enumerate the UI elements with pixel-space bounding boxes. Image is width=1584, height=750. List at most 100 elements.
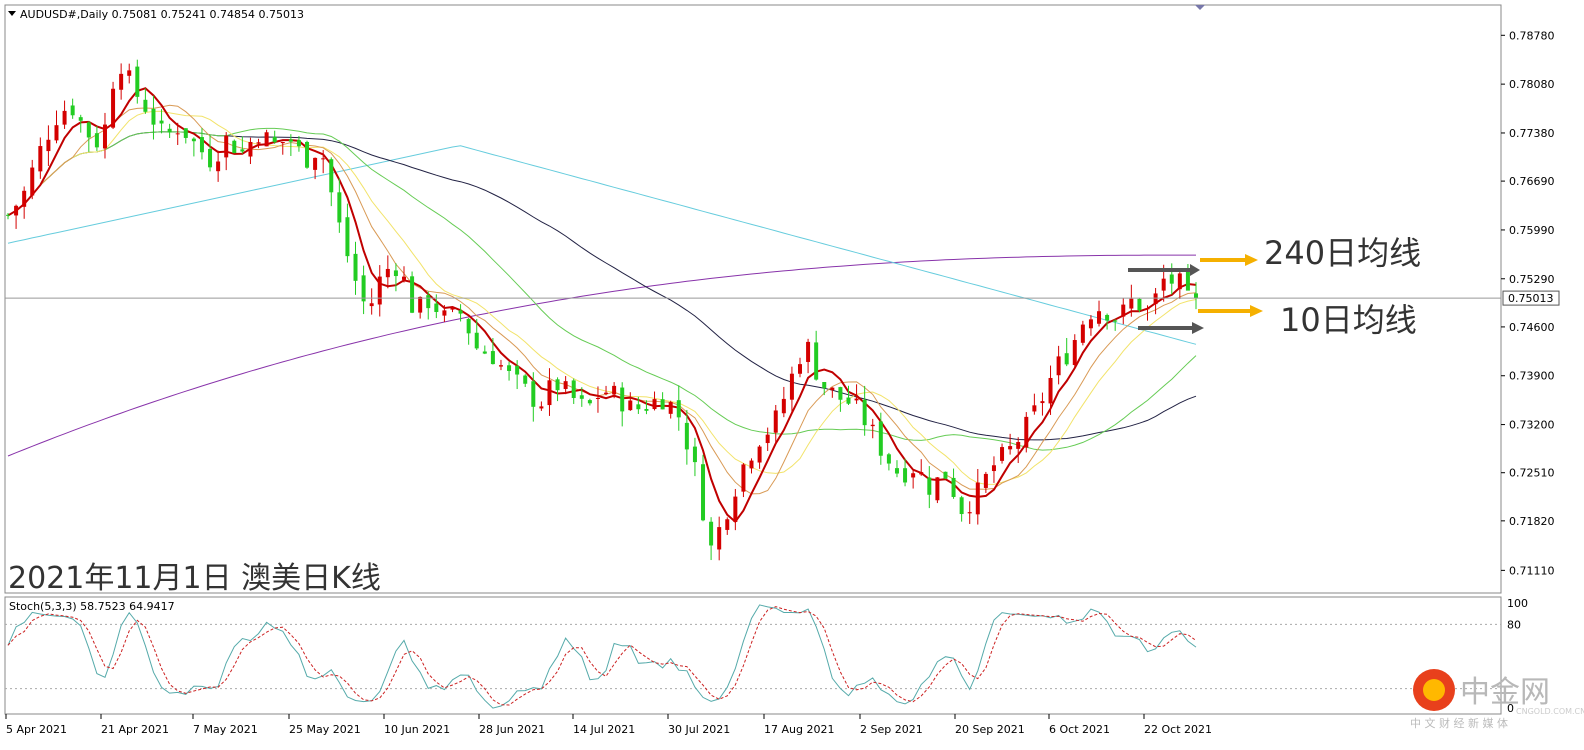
stochastic-lines: 100 80 0 <box>5 597 1528 715</box>
candle-body <box>894 468 899 474</box>
candle <box>1194 282 1198 310</box>
candle-body <box>1194 293 1198 299</box>
candle <box>717 516 722 561</box>
candle <box>369 288 374 315</box>
candle <box>903 458 908 487</box>
candle-body <box>272 136 277 143</box>
orange-arrow-icon <box>1198 305 1263 317</box>
candle-body <box>1056 356 1061 376</box>
menu-triangle-icon[interactable] <box>8 11 16 16</box>
candle <box>959 495 964 522</box>
candle-body <box>224 135 229 158</box>
candle <box>410 271 415 314</box>
candle-body <box>886 454 891 464</box>
candle-body <box>620 387 625 412</box>
date-tick-label: 25 May 2021 <box>289 723 361 736</box>
stoch-tick-label: 100 <box>1507 597 1528 610</box>
candle <box>983 471 988 493</box>
price-tick-label: 0.75290 <box>1509 273 1555 286</box>
candle-body <box>385 268 390 278</box>
stoch-label: Stoch(5,3,3) 58.7523 64.9417 <box>9 600 175 613</box>
candle <box>353 241 358 295</box>
candle <box>1056 345 1061 385</box>
candle-body <box>6 214 10 216</box>
candle-body <box>604 392 609 394</box>
candle <box>14 204 19 229</box>
price-tick-label: 0.73900 <box>1509 370 1555 383</box>
candle <box>442 305 447 323</box>
candle-body <box>684 422 689 450</box>
candle-body <box>773 410 778 433</box>
candle-body <box>14 205 19 216</box>
ma240-annotation: 240日均线 <box>1128 234 1421 276</box>
chart-shift-marker[interactable] <box>1195 5 1205 10</box>
candle <box>660 392 665 410</box>
ma10-line <box>7 87 1197 524</box>
candle <box>46 125 51 166</box>
candle-body <box>450 307 455 310</box>
candle <box>587 398 592 406</box>
candle-body <box>1064 353 1069 365</box>
candle <box>313 157 318 180</box>
candle-body <box>612 385 617 395</box>
candle <box>482 345 487 355</box>
candle <box>54 110 59 144</box>
candle <box>1000 443 1005 464</box>
candle <box>321 150 326 174</box>
date-tick-label: 14 Jul 2021 <box>573 723 635 736</box>
candle-body <box>1016 442 1021 449</box>
candle-body <box>353 253 358 281</box>
candle <box>547 368 552 416</box>
candle <box>1145 305 1150 321</box>
candle <box>337 178 342 233</box>
candle <box>919 459 924 476</box>
candle <box>935 477 940 504</box>
candle-body <box>765 434 770 444</box>
candle-body <box>911 473 916 478</box>
candle-body <box>547 380 552 406</box>
candle <box>1032 393 1037 415</box>
candle <box>280 141 285 155</box>
candle <box>305 140 310 169</box>
candle <box>1121 298 1126 325</box>
candle-body <box>725 519 730 530</box>
candle-body <box>749 460 754 469</box>
watermark: 中金网 CNGOLD.COM.CN 中 文 财 经 新 媒 体 <box>1410 669 1584 730</box>
candle <box>70 98 75 119</box>
candle <box>111 81 116 130</box>
candle-body <box>426 295 431 309</box>
date-tick-label: 7 May 2021 <box>193 723 258 736</box>
candle <box>684 409 689 465</box>
candle-body <box>305 141 310 168</box>
candle-body <box>313 157 318 170</box>
ma10-label: 10日均线 <box>1280 301 1417 339</box>
candle-body <box>54 125 59 141</box>
candle <box>1088 315 1093 336</box>
candle-body <box>183 128 188 138</box>
date-tick-label: 30 Jul 2021 <box>668 723 730 736</box>
candle <box>377 265 382 317</box>
price-tick-label: 0.76690 <box>1509 175 1555 188</box>
candle-body <box>402 276 406 280</box>
candle-body <box>1161 278 1166 291</box>
candle <box>345 203 350 263</box>
price-tick-label: 0.71820 <box>1509 515 1555 528</box>
candle <box>781 386 786 418</box>
candle <box>361 265 366 315</box>
date-tick-label: 17 Aug 2021 <box>764 723 834 736</box>
candle-body <box>676 400 681 418</box>
candle-body <box>167 128 172 133</box>
candle-body <box>595 397 600 399</box>
candle-body <box>846 397 851 404</box>
candle <box>393 263 398 292</box>
candle <box>515 360 520 390</box>
candle-body <box>563 381 568 389</box>
candle-body <box>1080 324 1085 343</box>
candle-body <box>1121 304 1126 317</box>
candle <box>975 468 980 525</box>
candle <box>119 63 124 100</box>
price-tick-label: 0.72510 <box>1509 467 1555 480</box>
price-axis: 0.78780 0.78080 0.77380 0.76690 0.75990 0.752… <box>1501 29 1560 577</box>
candle-body <box>862 399 867 426</box>
